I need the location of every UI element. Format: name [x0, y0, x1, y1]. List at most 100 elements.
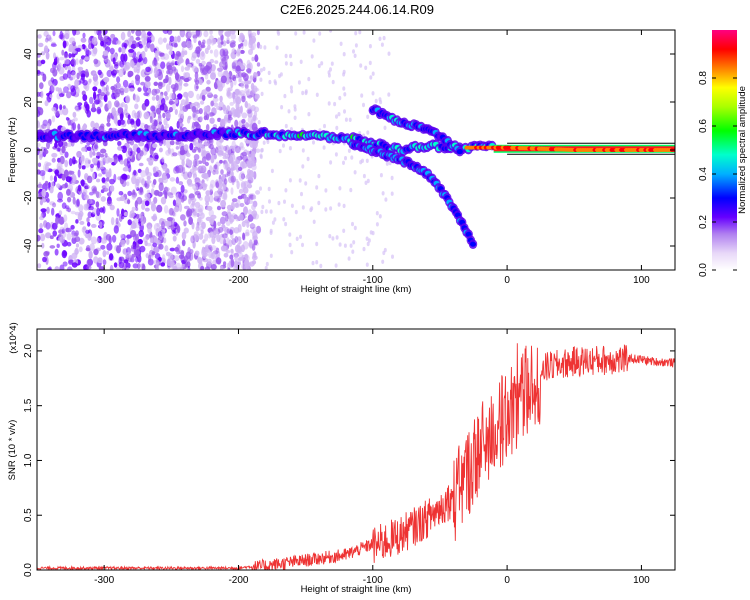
noise-dot — [338, 186, 342, 191]
noise-dot — [322, 145, 326, 150]
noise-dot — [379, 99, 383, 105]
noise-dot — [216, 139, 222, 147]
noise-dot — [237, 195, 243, 200]
noise-dot — [284, 123, 288, 129]
noise-dot — [378, 214, 382, 219]
noise-dot — [118, 261, 125, 269]
noise-dot — [194, 250, 200, 256]
noise-dot — [200, 265, 205, 270]
noise-dot — [186, 76, 192, 81]
noise-dot — [66, 188, 71, 196]
noise-dot — [248, 153, 252, 161]
noise-dot — [299, 234, 302, 239]
noise-dot — [97, 235, 102, 244]
noise-dot — [59, 155, 65, 165]
noise-dot — [330, 61, 334, 66]
noise-dot — [96, 207, 101, 217]
noise-dot — [347, 256, 351, 261]
noise-dot — [189, 142, 194, 151]
noise-dot — [104, 169, 109, 174]
noise-dot — [99, 100, 103, 108]
noise-dot — [65, 176, 72, 183]
noise-dot — [79, 156, 85, 165]
noise-dot — [93, 58, 99, 65]
noise-dot — [59, 226, 65, 231]
noise-dot — [43, 30, 49, 37]
noise-dot — [101, 177, 106, 183]
noise-dot — [301, 242, 304, 248]
noise-dot — [133, 56, 139, 64]
noise-dot — [49, 235, 54, 240]
noise-dot — [140, 81, 146, 86]
noise-dot — [136, 111, 141, 119]
noise-dot — [124, 103, 128, 112]
noise-dot — [194, 71, 199, 80]
noise-dot — [82, 188, 88, 195]
noise-dot — [183, 82, 189, 87]
noise-dot — [312, 219, 316, 224]
noise-dot — [152, 166, 159, 172]
noise-dot — [62, 105, 66, 109]
noise-dot — [174, 247, 180, 252]
trace-mark — [470, 241, 476, 247]
noise-dot — [223, 183, 227, 191]
noise-dot — [75, 58, 79, 65]
noise-dot — [37, 70, 41, 75]
noise-dot — [78, 105, 82, 110]
noise-dot — [181, 263, 185, 268]
noise-dot — [172, 152, 178, 157]
noise-dot — [353, 53, 357, 58]
noise-dot — [211, 251, 215, 260]
noise-dot — [312, 140, 315, 145]
noise-dot — [102, 250, 107, 258]
noise-dot — [236, 245, 242, 254]
noise-dot — [150, 105, 156, 112]
noise-dot — [329, 160, 333, 165]
noise-dot — [254, 56, 259, 61]
noise-dot — [92, 150, 96, 156]
noise-dot — [63, 59, 70, 65]
noise-dot — [201, 89, 207, 96]
noise-dot — [284, 61, 288, 66]
noise-dot — [391, 254, 394, 259]
noise-dot — [67, 207, 71, 213]
noise-dot — [51, 106, 57, 112]
snr-ytick-label: 1.0 — [23, 453, 34, 467]
noise-dot — [46, 141, 50, 150]
noise-dot — [201, 94, 206, 101]
noise-dot — [168, 194, 174, 199]
noise-dot — [76, 150, 82, 158]
noise-dot — [48, 266, 52, 270]
noise-dot — [177, 164, 184, 174]
noise-dot — [93, 99, 100, 105]
noise-dot — [248, 37, 254, 46]
noise-dot — [217, 80, 223, 88]
noise-dot — [173, 206, 180, 213]
noise-dot — [243, 254, 250, 262]
noise-dot — [380, 42, 384, 47]
noise-dot — [107, 100, 112, 110]
noise-dot — [207, 44, 211, 50]
noise-dot — [369, 230, 373, 235]
noise-dot — [190, 235, 195, 244]
noise-dot — [80, 73, 85, 81]
noise-dot — [191, 121, 196, 129]
noise-dot — [253, 213, 260, 220]
noise-dot — [241, 112, 248, 119]
noise-dot — [164, 205, 169, 214]
noise-dot — [226, 204, 233, 211]
noise-dot — [232, 65, 237, 70]
noise-dot — [144, 75, 151, 82]
noise-dot — [169, 62, 175, 66]
noise-dot — [213, 49, 219, 58]
noise-dot — [167, 147, 171, 154]
noise-dot — [85, 184, 90, 190]
noise-dot — [93, 256, 99, 264]
noise-dot — [94, 122, 100, 129]
noise-dot — [329, 206, 333, 211]
noise-dot — [263, 45, 267, 50]
noise-dot — [41, 123, 47, 129]
noise-dot — [166, 69, 171, 75]
noise-dot — [238, 213, 244, 221]
noise-dot — [90, 236, 97, 245]
